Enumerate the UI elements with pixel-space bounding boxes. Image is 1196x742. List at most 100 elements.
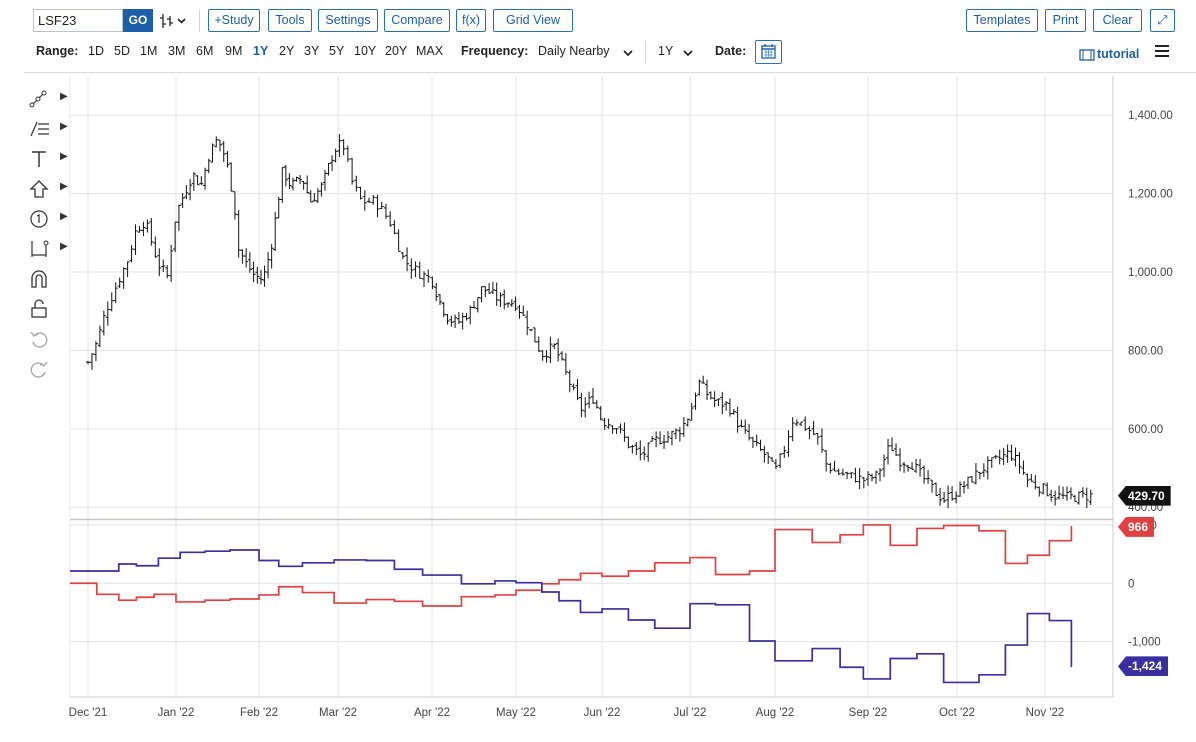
ohlc-bar [273,212,278,251]
ohlc-bar [560,351,565,361]
ohlc-bar [1076,491,1081,505]
tool-annotation[interactable]: ▶ [28,208,68,232]
range-1m[interactable]: 1M [140,44,158,58]
period-select[interactable]: 1Y [658,44,674,58]
film-icon[interactable] [1079,49,1095,61]
tool-shapes[interactable]: ▶ [28,178,68,202]
expand-button[interactable]: ⤢ [1150,9,1175,32]
chevron-down-icon[interactable] [622,49,634,59]
range-20y[interactable]: 20Y [385,44,408,58]
date-picker-button[interactable] [755,40,782,64]
ohlc-bar [750,437,755,448]
ohlc-bar [614,428,619,435]
tools-button[interactable]: Tools [268,9,312,32]
tool-trendline[interactable]: ▶ [28,88,68,112]
ohlc-bar [836,468,841,476]
grid-view-button[interactable]: Grid View [493,9,573,32]
expand-icon: ⤢ [1157,13,1168,27]
ohlc-bar [502,289,507,310]
ohlc-bar [646,442,651,462]
tool-magnet[interactable] [28,268,68,292]
range-1y[interactable]: 1Y [253,44,269,58]
ohlc-bar [244,248,249,268]
arrow-up-icon [29,180,49,198]
function-button[interactable]: f(x) [456,9,486,32]
tool-redo[interactable] [28,358,68,382]
bar-type-dropdown[interactable] [159,11,191,31]
ohlc-bar [989,457,994,468]
chevron-down-icon[interactable] [682,49,694,59]
tool-text[interactable]: ▶ [28,148,68,172]
ohlc-bar [766,452,771,465]
ohlc-bar [727,398,732,417]
ohlc-bar [832,460,837,472]
ohlc-bar [333,148,338,163]
tool-lock[interactable] [28,298,68,322]
ohlc-bar [540,350,545,361]
ohlc-bar [169,244,174,283]
ohlc-bar [93,341,98,362]
ohlc-bar [583,397,588,418]
ohlc-bar [217,139,222,152]
range-2y[interactable]: 2Y [279,44,295,58]
tutorial-link[interactable]: tutorial [1097,47,1140,61]
ohlc-bar [1033,475,1038,490]
ohlc-bar [350,157,355,185]
chevron-right-icon: ▶ [60,121,68,132]
ohlc-bar [962,481,967,494]
range-6m[interactable]: 6M [196,44,214,58]
ohlc-bar [997,449,1002,465]
tool-undo[interactable] [28,328,68,352]
ohlc-bar [388,211,393,228]
ohlc-bar [853,467,858,483]
range-5d[interactable]: 5D [114,44,130,58]
ohlc-bar [882,454,887,478]
ohlc-bar [89,353,94,370]
ohlc-bar [240,249,245,264]
tool-measure[interactable]: ▶ [28,238,68,262]
ohlc-bar [247,252,252,273]
ohlc-bar [1045,482,1050,497]
compare-button[interactable]: Compare [384,9,450,32]
frequency-select[interactable]: Daily Nearby [538,44,610,58]
range-3m[interactable]: 3M [168,44,186,58]
ohlc-bar [790,417,795,442]
ohlc-bar [669,430,674,446]
range-10y[interactable]: 10Y [354,44,377,58]
ohlc-bar [579,392,584,418]
tool-fibonacci[interactable]: ▶ [28,118,68,142]
ohlc-bar [383,203,388,219]
ohlc-bar [610,425,615,434]
x-tick-label: Sep '22 [849,707,888,719]
go-button[interactable]: GO [123,9,153,32]
hamburger-menu-icon[interactable] [1155,45,1169,59]
clear-button[interactable]: Clear [1093,9,1142,32]
unlock-icon [31,299,47,318]
ohlc-bar [697,379,702,396]
undo-icon [30,331,48,348]
ohlc-bar [922,465,927,484]
ohlc-bar [165,265,170,279]
symbol-input[interactable] [33,9,123,32]
range-3y[interactable]: 3Y [304,44,320,58]
ohlc-bar [173,221,178,253]
ohlc-bar [400,252,405,259]
ohlc-bar [330,155,335,172]
study-button[interactable]: +Study [208,9,260,32]
ohlc-bar [958,481,963,497]
ohlc-bar [312,192,317,202]
y-tick-label: -1,000 [1128,637,1161,649]
ohlc-bar [828,462,833,474]
templates-button[interactable]: Templates [966,9,1038,32]
settings-button[interactable]: Settings [318,9,378,32]
ohlc-bar [724,401,729,411]
print-button[interactable]: Print [1045,9,1086,32]
range-1d[interactable]: 1D [88,44,104,58]
ohlc-bar [544,350,549,363]
range-5y[interactable]: 5Y [329,44,345,58]
ohlc-bar [362,190,367,211]
range-max[interactable]: MAX [416,44,444,58]
range-9m[interactable]: 9M [225,44,243,58]
ohlc-bar [141,221,146,237]
